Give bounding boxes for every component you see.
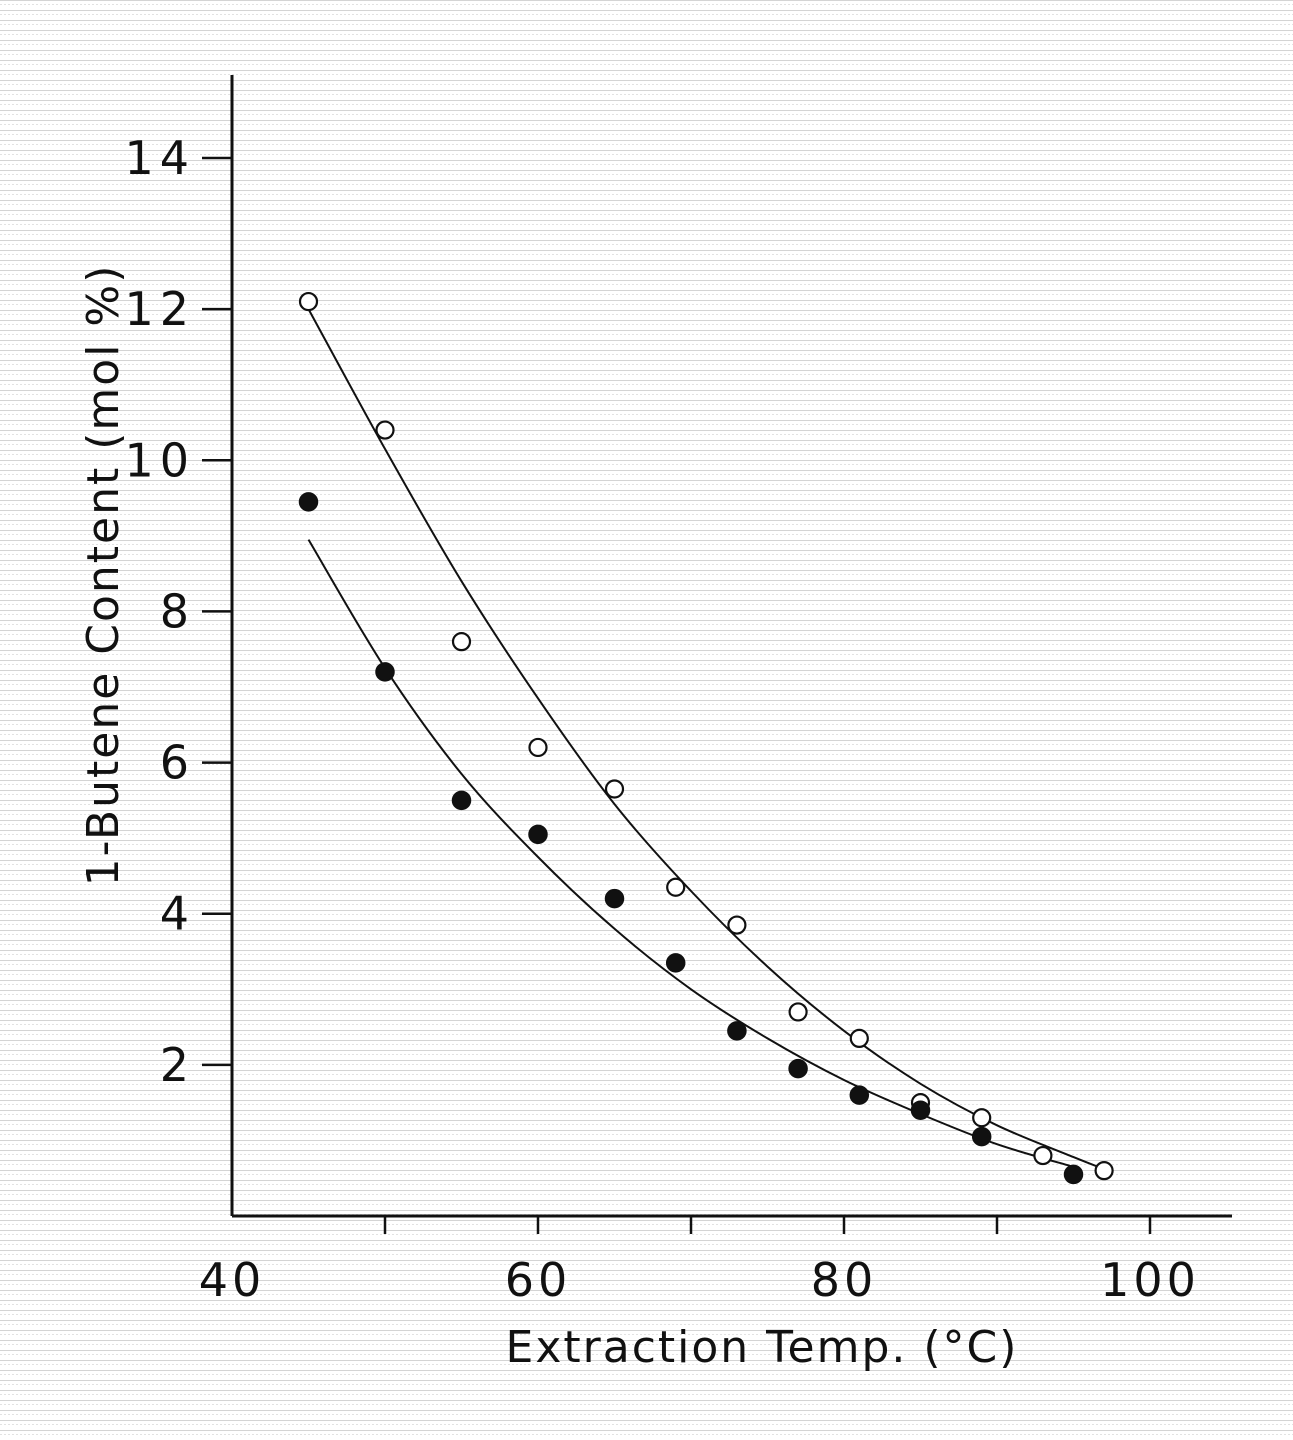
open-data-point (1033, 1145, 1053, 1166)
y-tick-label: 10 (124, 433, 195, 487)
filled-data-point (910, 1100, 931, 1120)
x-tick-label: 40 (199, 1253, 266, 1307)
x-tick-label: 60 (505, 1253, 572, 1307)
y-tick-label: 2 (160, 1038, 195, 1092)
open-data-point (849, 1028, 869, 1049)
open-data-point (727, 915, 747, 935)
open-data-point (788, 1002, 808, 1022)
y-tick-label: 14 (124, 131, 195, 185)
open-data-point (1094, 1161, 1114, 1181)
open-data-point (298, 291, 319, 312)
open-data-point (604, 779, 625, 799)
y-tick-label: 8 (160, 584, 195, 638)
x-tick-label: 100 (1100, 1253, 1200, 1307)
fit-curve-open-circle (307, 308, 1105, 1171)
filled-data-point (788, 1058, 808, 1079)
axes (202, 75, 1232, 1234)
open-data-point (666, 877, 686, 897)
x-axis-label: Extraction Temp. (°C) (506, 1322, 1019, 1373)
tick-labels: 40 60 80 100 2 4 6 8 10 12 14 (124, 131, 1200, 1307)
filled-data-point (971, 1126, 992, 1147)
y-axis-label: 1-Butene Content (mol %) (78, 264, 129, 887)
y-tick-label: 12 (124, 282, 195, 336)
y-tick-label: 6 (160, 736, 195, 790)
open-data-point (528, 737, 548, 758)
data-points (298, 291, 1114, 1185)
filled-data-point (665, 953, 686, 973)
x-tick-label: 80 (811, 1253, 878, 1307)
filled-data-point (1063, 1164, 1084, 1185)
filled-data-point (849, 1085, 870, 1105)
y-tick-label: 4 (160, 887, 195, 941)
filled-data-point (528, 824, 548, 845)
filled-data-point (298, 492, 319, 512)
open-data-point (375, 420, 395, 440)
open-data-point (972, 1108, 992, 1128)
open-data-point (451, 632, 472, 652)
fit-curve-filled-circle (307, 539, 1074, 1168)
filled-data-point (604, 888, 625, 909)
fit-curves (307, 308, 1105, 1171)
filled-data-point (375, 662, 395, 682)
filled-data-point (727, 1021, 747, 1041)
filled-data-point (451, 790, 472, 811)
